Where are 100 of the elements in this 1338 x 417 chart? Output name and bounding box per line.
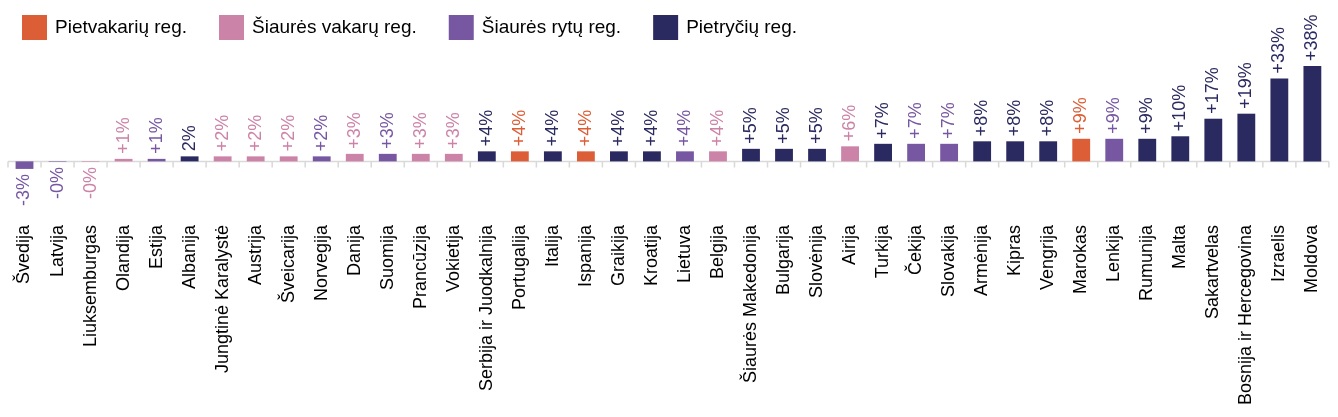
- x-tick-label: Vengrija: [1037, 223, 1058, 290]
- bar: [940, 143, 959, 162]
- x-tick-label: Turkija: [872, 223, 893, 279]
- data-label: +5%: [739, 107, 760, 144]
- x-tick-label: Norvegija: [310, 223, 331, 301]
- data-label: +3%: [376, 112, 397, 149]
- data-label: +8%: [1004, 99, 1025, 137]
- x-tick-label: Graikija: [607, 223, 628, 286]
- legend-label: Šiaurės rytų reg.: [481, 16, 622, 38]
- bar: [1237, 113, 1256, 162]
- bar: [676, 151, 694, 162]
- x-tick-label: Rumunija: [1136, 223, 1157, 301]
- bar: [709, 151, 727, 162]
- x-tick-label: Švedija: [12, 223, 34, 284]
- data-label: +4%: [607, 109, 628, 147]
- bar: [1270, 78, 1289, 162]
- x-tick-label: Austrija: [244, 223, 265, 285]
- data-label: +4%: [706, 109, 727, 147]
- bar: [643, 151, 661, 162]
- bar: [742, 148, 760, 162]
- data-label: +6%: [839, 104, 860, 142]
- bar: [1072, 138, 1091, 162]
- x-tick-label: Sakartvelas: [1202, 224, 1223, 319]
- x-tick-label: Portugalija: [508, 223, 529, 310]
- data-label: +7%: [905, 102, 926, 139]
- data-label: +9%: [1103, 97, 1124, 134]
- x-tick-label: Šiaurės Makedonija: [738, 223, 760, 384]
- legend-label: Pietryčių reg.: [686, 16, 798, 38]
- bar: [874, 143, 892, 162]
- x-tick-label: Olandija: [112, 223, 133, 291]
- bar: [1171, 136, 1190, 162]
- data-label: +33%: [1268, 27, 1289, 74]
- data-label: +2%: [244, 114, 265, 152]
- data-label: +5%: [806, 107, 827, 144]
- legend-label: Šiaurės vakarų reg.: [252, 16, 417, 38]
- x-tick-label: Armėnija: [971, 223, 992, 296]
- x-tick-label: Slovėnija: [806, 223, 827, 298]
- bar: [213, 156, 232, 162]
- data-label: +2%: [310, 114, 331, 152]
- data-label: +8%: [971, 99, 992, 137]
- data-label: +3%: [442, 112, 463, 149]
- bar: [1204, 118, 1223, 162]
- data-label: +9%: [1070, 97, 1091, 134]
- bar: [477, 151, 496, 162]
- data-label: +1%: [145, 117, 166, 154]
- bar: [907, 143, 926, 162]
- data-label: +38%: [1301, 14, 1322, 61]
- x-tick-label: Šveicarija: [276, 223, 298, 303]
- x-tick-label: Malta: [1169, 223, 1190, 269]
- data-label: -3%: [13, 173, 34, 206]
- data-label: +1%: [112, 117, 133, 154]
- data-label: +4%: [475, 109, 496, 147]
- x-tick-label: Bulgarija: [772, 223, 793, 295]
- data-label: +4%: [673, 109, 694, 147]
- x-tick-label: Izraelis: [1268, 224, 1289, 282]
- x-tick-label: Bosnija ir Hercegovina: [1235, 223, 1256, 406]
- bar: [1039, 141, 1058, 162]
- data-label: +2%: [277, 114, 298, 152]
- x-tick-label: Serbija ir Juodkalnija: [475, 223, 496, 392]
- bar: [576, 151, 595, 162]
- x-tick-label: Čekija: [904, 223, 926, 275]
- x-tick-label: Albanija: [178, 223, 199, 289]
- data-label: -0%: [79, 166, 100, 199]
- x-tick-label: Jungtinė Karalystė: [211, 224, 232, 374]
- bar: [973, 141, 992, 162]
- data-label: +19%: [1235, 62, 1256, 109]
- bar: [279, 156, 298, 162]
- legend-label: Pietvakarių reg.: [55, 16, 188, 38]
- x-tick-label: Vokietija: [442, 223, 463, 292]
- x-tick-label: Moldova: [1301, 223, 1322, 293]
- x-tick-label: Marokas: [1070, 224, 1091, 294]
- data-label: +10%: [1169, 84, 1190, 132]
- x-tick-label: Kipras: [1004, 224, 1025, 276]
- bar: [411, 153, 430, 162]
- x-tick-label: Slovakija: [938, 223, 959, 297]
- data-label: +4%: [574, 109, 595, 147]
- x-tick-label: Liuksemburgas: [79, 224, 100, 347]
- x-tick-label: Suomija: [376, 223, 397, 290]
- bar: [1105, 138, 1124, 162]
- x-tick-label: Lietuva: [673, 223, 694, 283]
- bar: [543, 151, 562, 162]
- data-label: +9%: [1136, 97, 1157, 134]
- bar: [808, 148, 826, 162]
- x-tick-label: Belgija: [706, 223, 727, 279]
- data-label: +4%: [640, 109, 661, 147]
- data-label: +17%: [1202, 67, 1223, 114]
- data-label: +2%: [211, 114, 232, 152]
- x-tick-label: Airija: [839, 223, 860, 265]
- data-label: +7%: [872, 102, 893, 139]
- data-label: +3%: [343, 112, 364, 149]
- data-label: 2%: [178, 125, 199, 152]
- data-label: +4%: [508, 109, 529, 147]
- x-tick-label: Prancūzija: [409, 223, 430, 309]
- data-label: +7%: [938, 102, 959, 139]
- data-label: +8%: [1037, 99, 1058, 137]
- data-label: +4%: [541, 109, 562, 147]
- bar: [378, 153, 397, 162]
- bar: [841, 146, 859, 162]
- bar: [312, 156, 331, 162]
- bar: [1138, 138, 1157, 162]
